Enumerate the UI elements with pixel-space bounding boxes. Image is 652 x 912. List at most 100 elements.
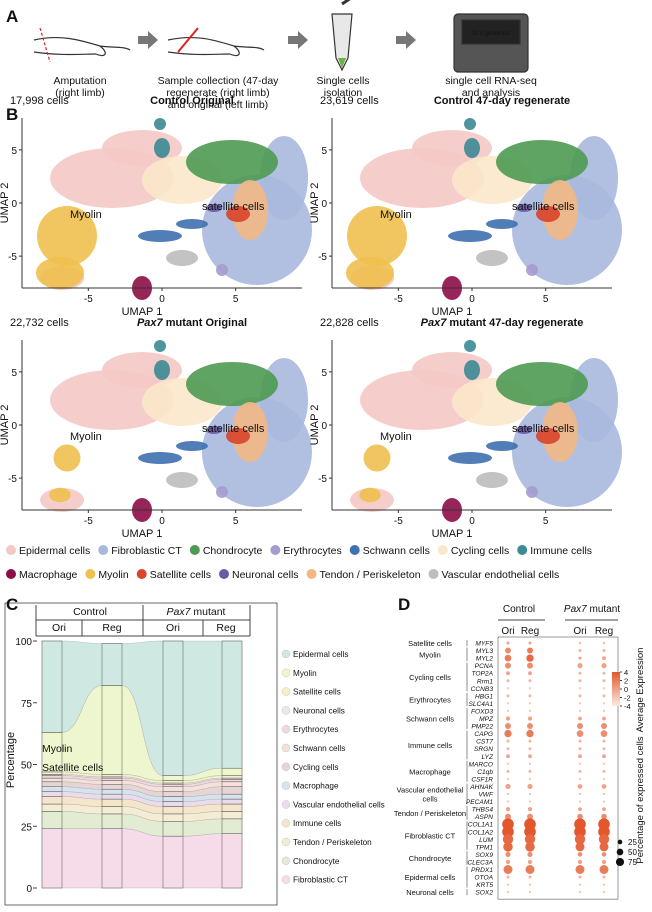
dot [578, 656, 582, 660]
legend-label: Macrophage [293, 782, 339, 791]
stack-segment [101, 780, 123, 785]
y-axis-label: UMAP 2 [309, 183, 321, 224]
dot [506, 641, 510, 645]
stack-segment [41, 781, 63, 787]
dot [602, 679, 606, 683]
cluster [359, 487, 381, 503]
cluster [206, 204, 222, 212]
legend-label: Myolin [98, 569, 129, 581]
tube-icon [331, 13, 353, 72]
stack-segment [101, 813, 123, 829]
cluster [138, 230, 182, 242]
dot [505, 851, 511, 857]
dot [602, 875, 606, 879]
gene-label: PECAM1 [466, 799, 493, 806]
dot [602, 702, 606, 705]
legend-label: Vascular endothelial cells [293, 800, 385, 809]
gene-label: SLC4A1 [468, 701, 493, 708]
cluster [516, 426, 532, 434]
y-tick-label: 50 [21, 761, 33, 772]
title-text: Control Original [150, 95, 234, 107]
gene-label: SRGN [474, 746, 493, 753]
dot [601, 859, 607, 865]
cell-type-label: Macrophage [409, 767, 451, 776]
dot [602, 649, 606, 653]
annotation: Myolin [70, 209, 102, 221]
cell-type-label: cells [422, 795, 437, 804]
cluster [216, 264, 228, 276]
x-axis-label: UMAP 1 [122, 528, 163, 540]
color-tick-label: -4 [624, 702, 631, 711]
dot [602, 807, 606, 811]
dot [527, 662, 533, 669]
x-tick-label: Reg [102, 622, 121, 634]
gene-label: FOXD3 [471, 708, 493, 715]
x-tick-label: 0 [159, 516, 165, 527]
dot [527, 859, 533, 865]
annotation: Myolin [380, 431, 412, 443]
dot [505, 806, 511, 812]
dot [575, 865, 585, 874]
umap-panel [36, 118, 312, 300]
dot [602, 800, 606, 803]
dot [506, 687, 510, 690]
stack-segment [101, 643, 123, 686]
cluster [536, 206, 560, 222]
cluster [49, 487, 71, 503]
dot [504, 654, 512, 662]
x-tick-label: 0 [469, 294, 475, 305]
stack-segment [221, 779, 243, 783]
dot [577, 852, 583, 857]
gene-label: MYL2 [476, 656, 494, 663]
dot [506, 671, 510, 676]
gene-label: MARCO [468, 761, 493, 768]
group-label: Control [73, 606, 107, 618]
gene-label: KRT5 [476, 882, 493, 889]
size-tick-label: 25 [628, 838, 637, 847]
dot [506, 739, 510, 743]
cell-count: 22,828 cells [320, 317, 379, 329]
dot [602, 656, 606, 660]
dot [527, 806, 533, 812]
x-tick-label: 5 [233, 294, 239, 305]
dot [524, 834, 536, 845]
gene-label: TOP2A [471, 671, 493, 678]
dot [528, 739, 532, 743]
cluster [154, 138, 170, 158]
annotation: Myolin [380, 209, 412, 221]
y-tick-label: -5 [8, 474, 17, 485]
stack-segment [221, 811, 243, 820]
gene-label: MYF5 [475, 641, 493, 648]
x-tick-label: 5 [543, 516, 549, 527]
y-axis-label: Percentage [5, 732, 17, 788]
stack-segment [162, 791, 184, 797]
dot-frame [497, 636, 619, 900]
gene-label: AHNAK [469, 784, 493, 791]
y-tick-label: 100 [15, 637, 32, 648]
legend-swatch [349, 545, 360, 555]
stack-segment [221, 640, 243, 769]
x-tick-label: -5 [394, 294, 403, 305]
dot [505, 647, 511, 654]
size-tick-label: 75 [628, 858, 637, 867]
cluster [464, 360, 480, 380]
step-caption: regenerate (right limb) [166, 87, 269, 99]
y-tick-label: 5 [11, 146, 17, 157]
legend-swatch [281, 668, 291, 677]
legend-swatch [437, 545, 448, 555]
cell-type-label: Vascular endothelial [397, 786, 464, 795]
y-tick-label: 5 [321, 146, 327, 157]
cluster [448, 230, 492, 242]
stack-segment [41, 775, 63, 779]
dot [575, 842, 585, 852]
dot [527, 783, 533, 790]
stack-segment [162, 801, 184, 807]
stack-segment [101, 798, 123, 807]
stack-segment [101, 777, 123, 781]
dot [602, 694, 606, 698]
annotation: satellite cells [202, 423, 265, 435]
umap-panel [40, 340, 312, 522]
machine-label: 10 x genomics [472, 31, 511, 37]
annotation: satellite cells [512, 423, 575, 435]
legend-swatch [6, 545, 16, 555]
